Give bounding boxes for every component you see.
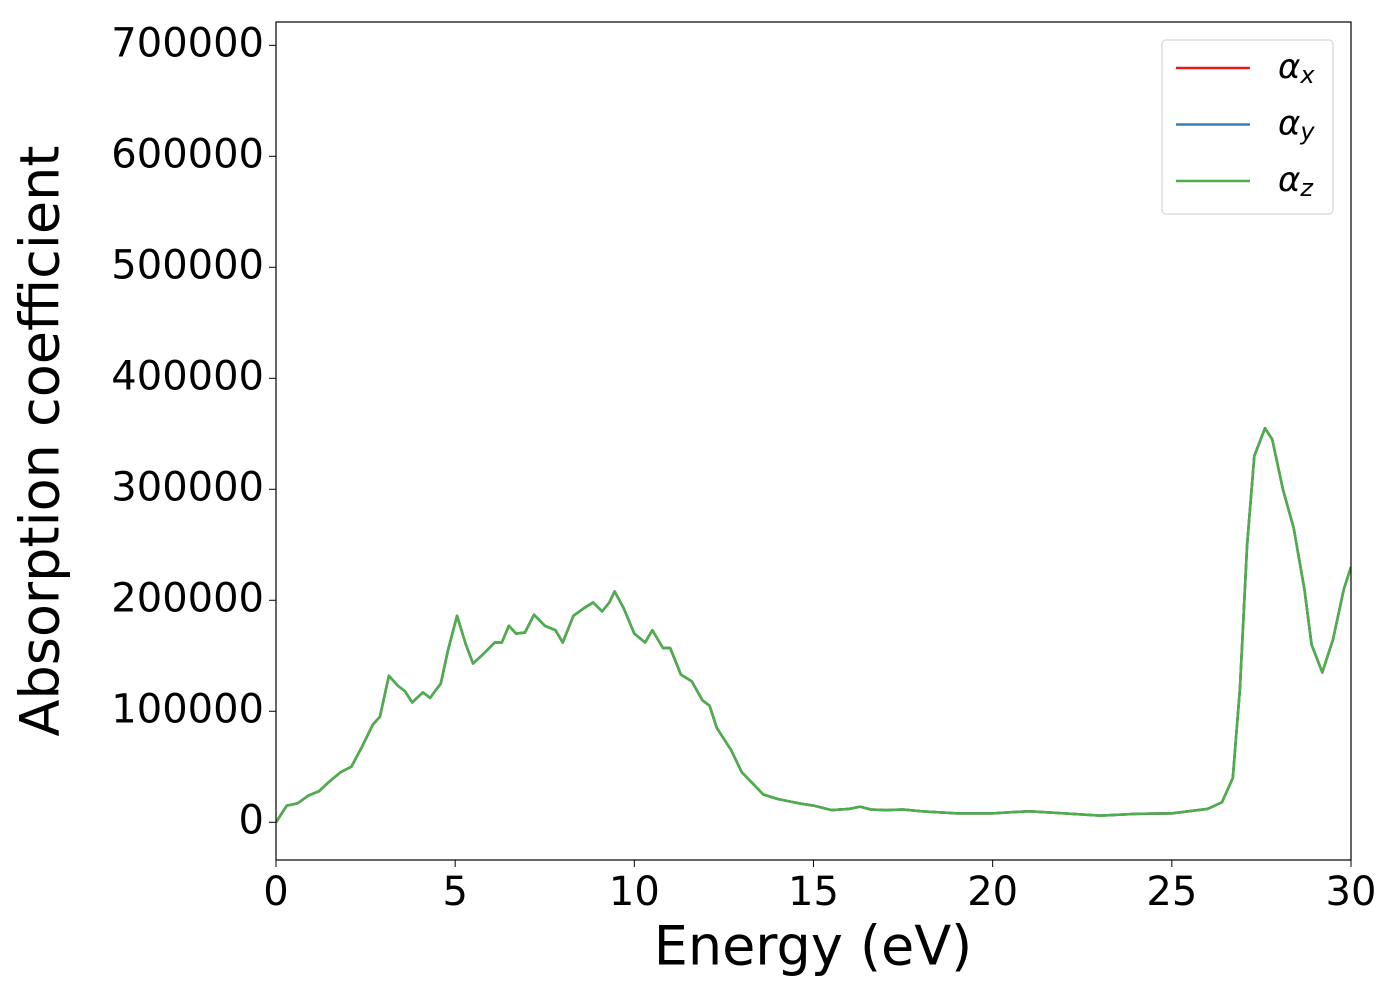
y-tick-label: 500000 — [111, 242, 264, 288]
y-tick-label: 600000 — [111, 131, 264, 177]
x-axis-label: Energy (eV) — [654, 915, 973, 978]
series-line — [276, 426, 1351, 823]
x-tick-label: 10 — [609, 869, 660, 915]
x-tick-label: 25 — [1146, 869, 1197, 915]
x-tick-label: 0 — [263, 869, 288, 915]
x-tick-label: 5 — [442, 869, 467, 915]
legend-label: αy — [1278, 103, 1315, 146]
legend-label: αx — [1278, 47, 1315, 90]
x-tick-label: 20 — [967, 869, 1018, 915]
y-tick-label: 0 — [239, 797, 264, 843]
y-axis-label: Absorption coefficient — [9, 146, 72, 737]
x-tick-label: 15 — [788, 869, 839, 915]
legend-box — [1161, 39, 1334, 215]
y-tick-label: 700000 — [111, 20, 264, 66]
series-line — [276, 426, 1351, 823]
x-tick-label: 30 — [1326, 869, 1377, 915]
legend-label: αz — [1278, 160, 1314, 203]
y-tick-label: 300000 — [111, 464, 264, 510]
series-line — [276, 426, 1351, 823]
y-tick-label: 100000 — [111, 686, 264, 732]
plot-area — [276, 426, 1351, 823]
y-tick-label: 400000 — [111, 353, 264, 399]
plot-frame — [275, 21, 1352, 861]
y-tick-label: 200000 — [111, 575, 264, 621]
